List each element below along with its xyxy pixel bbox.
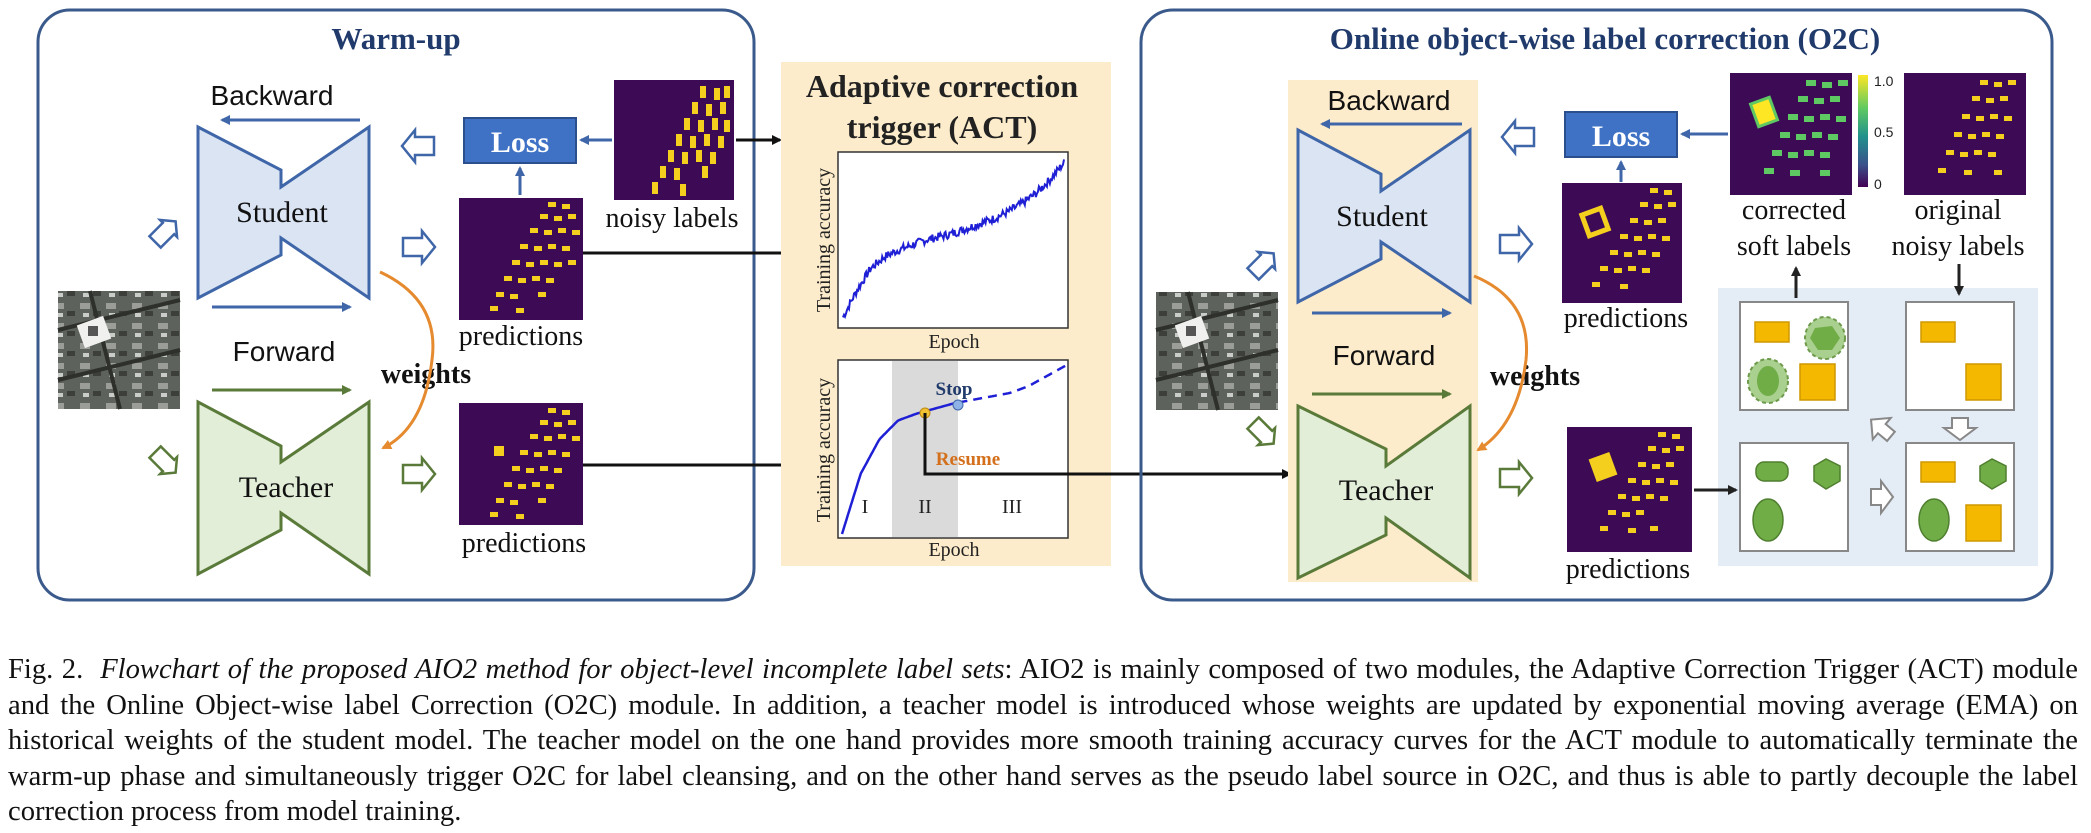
o2c-panel: Online object-wise label correction (O2C… — [1139, 8, 2054, 602]
plot2-ylabel: Training accuracy — [813, 378, 835, 522]
noisy-objects-box — [1905, 301, 2015, 411]
o2c-student-network: Student — [1296, 127, 1472, 305]
o2c-student-prediction-map — [1562, 183, 1682, 303]
hollow-arrow-right-icon — [401, 227, 437, 267]
warmup-loss-label: Loss — [491, 126, 549, 159]
plot1-frame — [837, 151, 1069, 329]
warmup-loss-box — [463, 117, 577, 164]
hollow-arrow-down-icon — [1245, 415, 1277, 447]
hollow-arrow-down-icon — [147, 444, 179, 476]
o2c-title: Online object-wise label correction (O2C… — [1330, 21, 1880, 56]
o2c-original-noisy-label-map — [1904, 73, 2026, 195]
warmup-backward-label: Backward — [211, 80, 334, 111]
warmup-title: Warm-up — [331, 21, 460, 56]
hollow-arrow-left-icon — [400, 126, 436, 166]
plot2-series-dashed — [958, 364, 1067, 404]
warmup-panel: Warm-up Backward Student Forward Teacher — [36, 8, 756, 602]
merged-objects-box — [1739, 301, 1849, 411]
o2c-loss-label: Loss — [1592, 120, 1650, 153]
original-noisy-labels-caption-2: noisy labels — [1892, 231, 2025, 262]
warmup-student-network: Student — [196, 124, 371, 301]
warmup-forward-label: Forward — [233, 336, 336, 367]
hollow-arrow-down-icon — [1941, 417, 1979, 442]
warmup-teacher-predictions-caption: predictions — [462, 528, 586, 559]
warmup-student-predictions-caption: predictions — [459, 321, 583, 352]
o2c-student-predictions-caption: predictions — [1564, 303, 1688, 334]
o2c-teacher-predictions-caption: predictions — [1566, 554, 1690, 585]
caption-title: Flowchart of the proposed AIO2 method fo… — [100, 654, 1005, 685]
input-image — [57, 290, 181, 410]
stop-point-marker — [952, 399, 964, 411]
hollow-arrow-right-icon — [1498, 458, 1534, 498]
colorbar-tick: 0 — [1874, 176, 1882, 192]
original-noisy-labels-caption-1: original — [1914, 195, 2001, 226]
hollow-arrow-right-icon — [401, 454, 437, 494]
warmup-teacher-network: Teacher — [196, 399, 371, 577]
act-panel: Adaptive correction trigger (ACT) Traini… — [781, 62, 1111, 566]
o2c-loss-box — [1564, 111, 1678, 158]
act-plot-student: Training accuracy Epoch — [813, 151, 1069, 353]
colorbar-tick: 0.5 — [1874, 124, 1894, 140]
plot2-phase-label: II — [918, 496, 931, 518]
caption-text: : AIO2 is mainly composed of two modules… — [8, 654, 2078, 827]
act-title-line1: Adaptive correction — [806, 68, 1078, 104]
act-plot-teacher: Training accuracy Epoch Stop Resume I II… — [813, 359, 1069, 561]
o2c-student-label: Student — [1336, 200, 1428, 233]
warmup-student-label: Student — [236, 196, 328, 229]
o2c-input-image — [1155, 291, 1279, 411]
hollow-arrow-right-icon — [1870, 478, 1895, 516]
act-title-line2: trigger (ACT) — [847, 109, 1037, 145]
soft-label-colorbar — [1858, 75, 1868, 187]
warmup-ema-arrow — [379, 270, 435, 450]
plot1-ylabel: Training accuracy — [813, 168, 835, 312]
plot2-resume-label: Resume — [936, 449, 1000, 470]
colorbar-tick: 1.0 — [1874, 73, 1894, 89]
o2c-teacher-prediction-map — [1567, 427, 1692, 552]
figure-caption: Fig. 2. Flowchart of the proposed AIO2 m… — [8, 652, 2078, 830]
o2c-backward-label: Backward — [1328, 85, 1451, 116]
hollow-arrow-up-icon — [147, 218, 179, 250]
o2c-ema-arrow — [1473, 274, 1529, 452]
corrected-soft-labels-caption-1: corrected — [1742, 195, 1846, 226]
warmup-teacher-prediction-map — [459, 403, 583, 525]
plot2-series-solid — [840, 401, 959, 535]
warmup-noisy-label-map — [614, 80, 734, 200]
warmup-noisy-labels-caption: noisy labels — [606, 203, 739, 234]
plot2-xlabel: Epoch — [928, 539, 979, 561]
o2c-panel-border — [1139, 8, 2054, 602]
union-objects-box — [1905, 442, 2015, 552]
hollow-arrow-right-icon — [1498, 224, 1534, 264]
corrected-soft-labels-caption-2: soft labels — [1737, 231, 1851, 262]
predicted-objects-box — [1739, 442, 1849, 552]
warmup-panel-border — [36, 8, 756, 602]
o2c-weights-label: weights — [1490, 361, 1580, 392]
plot1-series-line — [842, 159, 1065, 320]
hollow-arrow-up-left-icon — [1869, 416, 1897, 443]
caption-label: Fig. 2. — [8, 654, 84, 685]
o2c-forward-label: Forward — [1333, 340, 1436, 371]
o2c-teacher-label: Teacher — [1339, 474, 1433, 507]
warmup-student-prediction-map — [459, 198, 583, 320]
hollow-arrow-left-icon — [1500, 117, 1536, 157]
plot2-stop-label: Stop — [936, 379, 973, 400]
o2c-teacher-network: Teacher — [1296, 403, 1472, 581]
plot2-phase-label: III — [1002, 496, 1022, 518]
plot2-phase-label: I — [862, 496, 869, 518]
resume-to-o2c-arrow — [923, 413, 1292, 479]
warmup-teacher-label: Teacher — [239, 471, 333, 504]
hollow-arrow-up-icon — [1245, 250, 1277, 282]
plot1-xlabel: Epoch — [928, 331, 979, 353]
corrected-soft-label-map — [1730, 73, 1852, 195]
